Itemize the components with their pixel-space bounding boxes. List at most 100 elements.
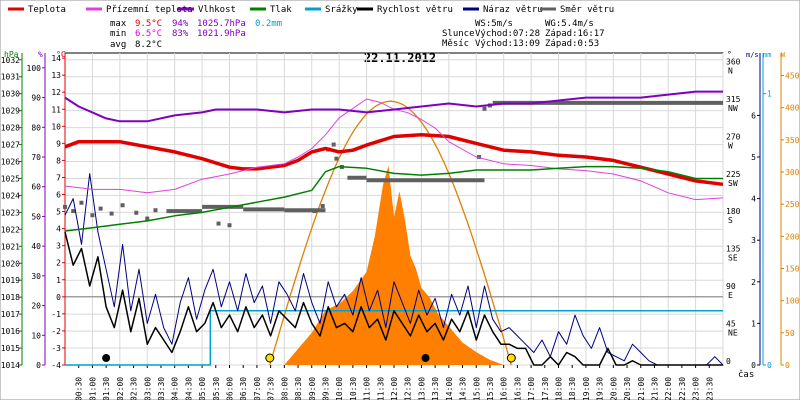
stats-row-label: avg	[110, 40, 126, 50]
celsius-tick-label: 7	[56, 173, 61, 182]
wind-direction-point	[145, 216, 150, 221]
hpa-tick-label: 1015	[1, 344, 20, 353]
wm2-tick-label: 50	[785, 329, 795, 338]
hpa-tick-label: 1028	[1, 124, 20, 133]
ground-temperature-line	[64, 98, 724, 201]
axis-celsius-unit: °C	[56, 50, 66, 59]
wm2-tick-label: 250	[785, 200, 800, 209]
wind-direction-point	[109, 211, 114, 216]
time-tick-label: 11:00	[363, 377, 372, 400]
time-tick-label: 18:00	[555, 377, 564, 400]
wind-direction-point	[320, 204, 325, 209]
hpa-tick-label: 1024	[1, 191, 20, 200]
time-tick-label: 03:30	[157, 377, 166, 400]
legend-label: Srážky	[325, 5, 358, 15]
percent-tick-label: 20	[31, 302, 41, 311]
wm2-tick-label: 0	[785, 361, 790, 370]
hpa-tick-label: 1027	[1, 141, 20, 150]
wm2-tick-label: 350	[785, 136, 800, 145]
legend-label: Rychlost větru	[377, 5, 453, 15]
percent-tick-label: 30	[31, 272, 41, 281]
time-tick-label: 18:30	[568, 377, 577, 400]
hpa-tick-label: 1026	[1, 158, 20, 167]
sunrise-marker	[265, 353, 275, 363]
stats-temp: 9.5°C	[135, 19, 162, 29]
stats-block: max 9.5°C 94% 1025.7hPa 0.2mm min 6.5°C 83% 1021…	[110, 19, 605, 50]
degrees-direction-label: S	[728, 216, 733, 225]
wind-direction-point	[331, 142, 336, 147]
time-tick-label: 00:30	[75, 377, 84, 400]
axis-percent-unit: %	[38, 50, 43, 59]
celsius-tick-label: 14	[51, 54, 61, 63]
degrees-tick-label: 270	[726, 132, 741, 141]
celsius-tick-label: 2	[56, 259, 61, 268]
stats-wind-speed: WS:5m/s	[475, 19, 513, 29]
time-tick-label: 01:30	[102, 377, 111, 400]
moonset-marker	[102, 354, 111, 362]
celsius-tick-label: 5	[56, 208, 61, 217]
time-tick-label: 05:00	[198, 377, 207, 400]
stats-temp: 6.5°C	[135, 29, 162, 39]
axis-degrees-unit: °	[727, 50, 732, 59]
ms-tick-label: 1	[751, 319, 756, 328]
time-tick-label: 19:00	[582, 377, 591, 400]
celsius-tick-label: 6	[56, 191, 61, 200]
time-tick-label: 08:00	[280, 377, 289, 400]
wind-direction-point	[227, 223, 232, 228]
time-tick-label: 04:30	[184, 377, 193, 400]
time-tick-label: 07:00	[253, 377, 262, 400]
chart-axes: hPa% °C1014101510161017101810191020102110…	[1, 50, 800, 400]
time-tick-label: 20:00	[609, 377, 618, 400]
time-tick-label: 17:00	[527, 377, 536, 400]
wind-direction-point	[476, 155, 481, 159]
wind-direction-point	[79, 200, 84, 205]
ms-tick-label: 4	[751, 195, 756, 204]
hpa-tick-label: 1020	[1, 259, 20, 268]
percent-tick-label: 100	[27, 64, 42, 73]
stats-row-label: max	[110, 19, 127, 29]
stats-humidity: 94%	[172, 19, 189, 29]
hpa-tick-label: 1022	[1, 225, 20, 234]
degrees-direction-label: E	[728, 291, 733, 300]
sunset-marker	[506, 353, 516, 363]
mm-tick-label: 0	[767, 361, 772, 370]
time-tick-label: 04:00	[171, 377, 180, 400]
axis-time-unit: čas	[738, 369, 754, 380]
solar-measured-area	[284, 165, 504, 365]
time-tick-label: 22:00	[664, 377, 673, 400]
degrees-tick-label: 135	[726, 245, 741, 254]
time-tick-label: 02:30	[130, 377, 139, 400]
wind-direction-point	[98, 206, 103, 211]
solar-theoretical-line	[269, 100, 512, 366]
celsius-tick-label: 13	[51, 71, 61, 80]
axis-hpa-unit: hPa	[4, 50, 19, 59]
time-tick-label: 13:30	[431, 377, 440, 400]
hpa-tick-label: 1025	[1, 174, 20, 183]
stats-pressure: 1021.9hPa	[197, 29, 246, 39]
hpa-tick-label: 1031	[1, 73, 20, 82]
time-tick-label: 16:00	[500, 377, 509, 400]
hpa-tick-label: 1017	[1, 310, 20, 319]
time-tick-label: 10:00	[335, 377, 344, 400]
plot-area	[63, 90, 724, 366]
stats-moonset: Západ:0:53	[545, 39, 599, 49]
hpa-tick-label: 1029	[1, 107, 20, 116]
celsius-tick-label: 12	[51, 88, 61, 97]
time-tick-label: 12:30	[404, 377, 413, 400]
time-tick-label: 20:30	[623, 377, 632, 400]
time-tick-label: 14:00	[445, 377, 454, 400]
wind-direction-point	[153, 208, 158, 213]
wm2-tick-label: 400	[785, 104, 800, 113]
wind-direction-point	[90, 213, 95, 218]
wind-gust-line	[64, 173, 724, 366]
percent-tick-label: 0	[36, 361, 41, 370]
hpa-tick-label: 1030	[1, 90, 20, 99]
hpa-tick-label: 1023	[1, 208, 20, 217]
degrees-tick-label: 360	[726, 57, 741, 66]
chart-title: 22.11.2012	[364, 51, 436, 65]
time-tick-label: 01:00	[88, 377, 97, 400]
celsius-tick-label: -3	[51, 344, 61, 353]
degrees-tick-label: 315	[726, 95, 741, 104]
temperature-line	[64, 133, 724, 187]
